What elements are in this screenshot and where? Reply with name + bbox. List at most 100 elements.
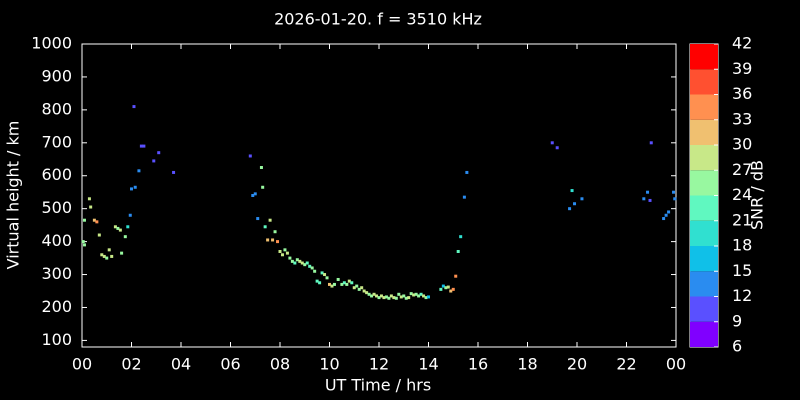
y-tick-label: 800 <box>41 99 72 118</box>
data-point <box>120 251 124 255</box>
data-point <box>313 269 317 273</box>
data-point <box>397 292 401 296</box>
data-point <box>389 294 393 298</box>
data-point <box>100 253 104 257</box>
y-tick-label: 900 <box>41 66 72 85</box>
data-point <box>377 296 381 300</box>
x-tick-label: 06 <box>220 355 240 374</box>
data-point <box>318 281 322 285</box>
x-tick-label: 10 <box>319 355 339 374</box>
data-point <box>462 195 466 199</box>
colorbar-segment <box>690 119 718 145</box>
data-point <box>92 218 96 222</box>
data-point <box>139 144 143 148</box>
y-tick-label: 400 <box>41 231 72 250</box>
x-tick-label: 00 <box>666 355 686 374</box>
data-point <box>664 213 668 217</box>
colorbar-segment <box>690 271 718 297</box>
data-point <box>568 207 572 211</box>
x-tick-label: 00 <box>72 355 92 374</box>
data-point <box>427 295 430 299</box>
data-point <box>642 197 646 201</box>
data-point <box>340 282 344 286</box>
data-point <box>259 166 263 170</box>
x-tick-label: 18 <box>517 355 537 374</box>
data-point <box>465 170 469 174</box>
data-point <box>305 261 309 265</box>
data-point <box>672 190 676 194</box>
data-point <box>409 292 413 296</box>
data-point <box>422 294 426 298</box>
data-point <box>310 266 314 270</box>
data-point <box>394 296 398 300</box>
data-point <box>123 235 127 239</box>
data-point <box>365 291 369 295</box>
data-point <box>303 263 307 267</box>
data-point <box>375 294 379 298</box>
data-point <box>152 159 156 163</box>
data-point <box>662 217 666 221</box>
colorbar-segment <box>690 195 718 221</box>
x-tick-label: 16 <box>468 355 488 374</box>
data-point <box>82 218 86 222</box>
data-point <box>251 194 255 197</box>
data-point <box>107 248 111 252</box>
data-point <box>81 240 85 244</box>
data-point <box>387 296 391 300</box>
data-point <box>142 144 146 148</box>
data-point <box>379 294 383 298</box>
data-point <box>417 294 421 298</box>
data-point <box>555 146 559 150</box>
data-point <box>454 274 458 278</box>
x-axis-label: UT Time / hrs <box>325 376 431 395</box>
data-point <box>367 292 371 296</box>
x-tick-label: 08 <box>270 355 290 374</box>
colorbar-tick-label: 9 <box>732 311 742 330</box>
data-point <box>253 192 257 196</box>
data-point <box>392 296 396 300</box>
y-tick-label: 200 <box>41 297 72 316</box>
data-point <box>399 295 403 299</box>
y-tick-label: 100 <box>41 330 72 349</box>
colorbar-tick-label: 18 <box>732 236 752 255</box>
data-point <box>89 205 93 209</box>
data-point <box>372 292 376 296</box>
data-point <box>271 238 275 242</box>
data-point <box>172 170 176 174</box>
colorbar-segment <box>690 69 718 95</box>
data-point <box>323 273 327 277</box>
data-point <box>570 189 574 193</box>
data-point <box>384 295 388 299</box>
data-point <box>132 105 136 109</box>
x-tick-label: 02 <box>121 355 141 374</box>
data-point <box>157 151 161 155</box>
data-point <box>266 238 270 242</box>
data-point <box>332 282 336 286</box>
data-point <box>424 296 428 300</box>
data-point <box>87 197 91 201</box>
data-point <box>456 249 460 253</box>
x-tick-label: 14 <box>418 355 438 374</box>
data-point <box>273 230 277 234</box>
data-point <box>113 225 117 229</box>
colorbar-tick-label: 15 <box>732 261 752 280</box>
data-point <box>345 282 349 286</box>
data-point <box>320 271 324 275</box>
data-point <box>308 264 312 268</box>
data-point <box>451 287 455 291</box>
data-point <box>414 292 418 296</box>
data-point <box>248 154 252 158</box>
colorbar-segment <box>690 296 718 322</box>
y-tick-label: 1000 <box>31 34 72 53</box>
colorbar-label: SNR / dB <box>748 160 767 230</box>
data-point <box>315 279 319 283</box>
data-point <box>268 218 272 222</box>
data-point <box>673 197 677 201</box>
colorbar-tick-label: 12 <box>732 286 752 305</box>
colorbar-tick-label: 36 <box>732 84 752 103</box>
x-tick-label: 22 <box>616 355 636 374</box>
data-point <box>407 296 411 300</box>
data-point <box>261 185 265 189</box>
data-point <box>278 249 282 253</box>
